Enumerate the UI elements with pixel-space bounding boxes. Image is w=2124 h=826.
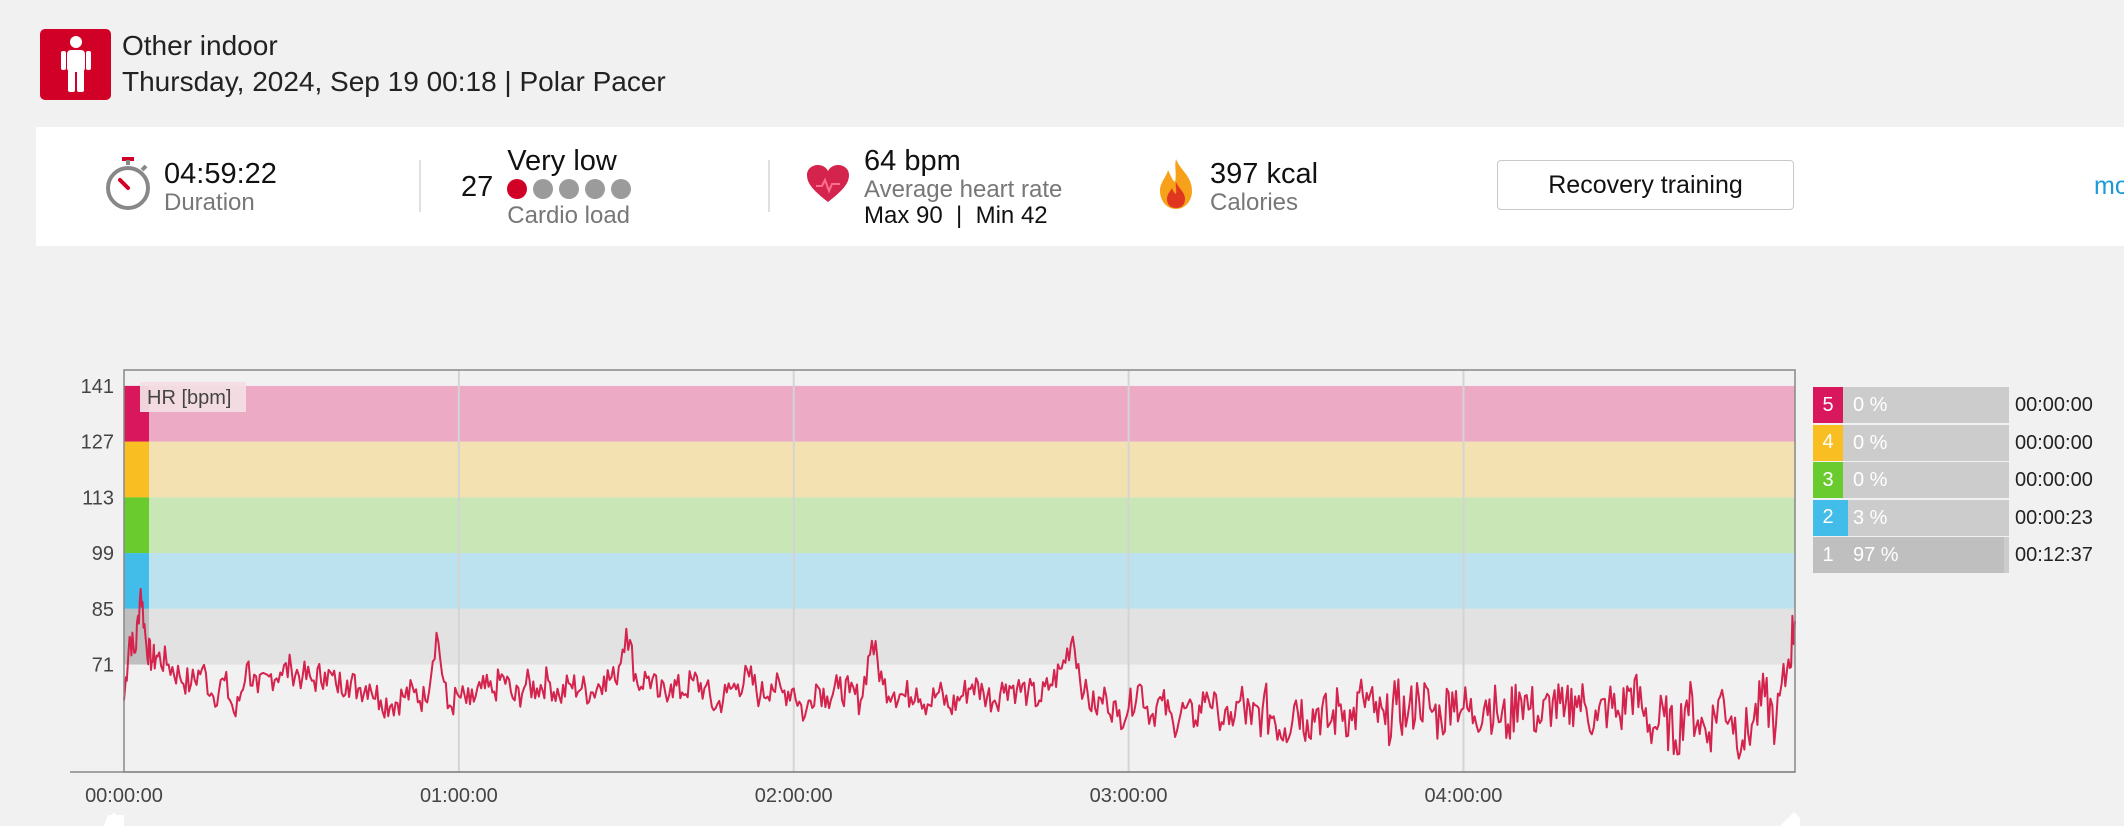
zone-time: 00:00:00 <box>2015 431 2093 454</box>
hr-label-box: HR [bpm] <box>140 382 246 412</box>
zone-time: 00:00:00 <box>2015 469 2093 491</box>
zone-number: 5 <box>1813 387 1843 423</box>
cardio-load-dot-filled <box>507 178 528 199</box>
heart-icon <box>806 164 850 209</box>
activity-date: Thursday, 2024, Sep 19 00:18 | Polar Pac… <box>122 66 666 97</box>
x-tick-label: 00:00:00 <box>85 785 163 807</box>
duration-value: 04:59:22 <box>164 157 277 190</box>
training-benefit-button[interactable]: Recovery training <box>1497 160 1794 210</box>
x-tick-label: 03:00:00 <box>1090 785 1168 807</box>
hr-zone-band-5 <box>124 385 1795 442</box>
zone-percent: 0 % <box>1853 431 1888 454</box>
zone-row-2: 2 3 % 00:00:23 <box>1813 499 2113 536</box>
zone-percent: 3 % <box>1853 506 1888 529</box>
avg-hr-value: 64 bpm <box>864 144 961 177</box>
zone-percent: 0 % <box>1853 469 1888 491</box>
zone-bar: 3 % <box>1843 499 2009 536</box>
calories-stat: 397 kcal Calories <box>1156 127 1318 246</box>
zone-number: 3 <box>1813 462 1843 498</box>
zone-bar-fill <box>1843 499 1848 536</box>
divider <box>419 160 421 212</box>
zone-bar-fill <box>1843 537 2005 573</box>
zone-time: 00:12:37 <box>2015 544 2093 566</box>
y-tick-label: 113 <box>82 487 114 509</box>
hr-zone-marker-3 <box>124 497 149 554</box>
hr-zone-marker-2 <box>124 553 149 609</box>
activity-name: Other indoor <box>122 30 278 61</box>
y-tick-label: 141 <box>81 376 114 398</box>
zone-bar: 0 % <box>1843 424 2009 461</box>
range-handle-left[interactable] <box>104 812 124 826</box>
avg-hr-label: Average heart rate <box>864 175 1063 203</box>
calories-value: 397 kcal <box>1210 157 1319 190</box>
hr-zone-marker-4 <box>124 441 149 498</box>
y-tick-label: 127 <box>81 432 114 454</box>
hr-series-line <box>123 587 1796 760</box>
x-tick-label: 02:00:00 <box>755 785 833 807</box>
cardio-load-stat[interactable]: 27 Very low Cardio load <box>461 127 632 246</box>
y-tick-label: 71 <box>92 655 114 677</box>
x-tick-label: 04:00:00 <box>1425 785 1503 807</box>
zone-row-1: 1 97 % 00:12:37 <box>1813 537 2113 573</box>
zone-number: 1 <box>1813 537 1843 573</box>
summary-strip: 04:59:22 Duration 27 Very low Cardio loa… <box>36 127 2124 246</box>
duration-label: Duration <box>164 188 255 216</box>
person-standing-icon <box>40 28 111 100</box>
zone-bar: 0 % <box>1843 387 2009 423</box>
hr-zone-band-2 <box>124 553 1795 609</box>
y-tick-label: 85 <box>92 599 114 621</box>
zone-percent: 97 % <box>1853 544 1899 566</box>
flame-icon <box>1156 158 1196 215</box>
series-label: HR [bpm] <box>147 387 231 409</box>
zone-percent: 0 % <box>1853 394 1888 416</box>
zone-number: 2 <box>1813 499 1843 536</box>
zone-bar: 0 % <box>1843 462 2009 498</box>
divider <box>768 160 770 212</box>
hr-zone-band-3 <box>124 497 1795 554</box>
hr-zone-band-4 <box>124 441 1795 498</box>
hr-zone-band-1 <box>124 608 1795 665</box>
stopwatch-icon <box>104 157 152 216</box>
zone-row-4: 4 0 % 00:00:00 <box>1813 424 2113 461</box>
cardio-load-value: 27 <box>461 170 494 203</box>
cardio-load-label: Cardio load <box>507 201 631 229</box>
zone-time: 00:00:00 <box>2015 394 2093 416</box>
zone-number: 4 <box>1813 424 1843 461</box>
cardio-load-dot <box>533 178 554 199</box>
zone-row-5: 5 0 % 00:00:00 <box>1813 387 2113 423</box>
zone-bar: 97 % <box>1843 537 2009 573</box>
hr-max-min: Max 90 | Min 42 <box>864 201 1048 229</box>
range-handle-right[interactable] <box>1780 812 1800 826</box>
duration-stat: 04:59:22 Duration <box>104 127 277 246</box>
more-link[interactable]: mo <box>2094 172 2124 200</box>
cardio-load-dots <box>507 178 632 199</box>
cardio-load-dot <box>611 178 632 199</box>
zone-row-3: 3 0 % 00:00:00 <box>1813 462 2113 498</box>
cardio-load-dot <box>559 178 580 199</box>
cardio-load-level: Very low <box>507 144 617 177</box>
zone-time: 00:00:23 <box>2015 506 2093 529</box>
calories-label: Calories <box>1210 188 1299 216</box>
x-tick-label: 01:00:00 <box>420 785 498 807</box>
heart-rate-chart[interactable]: HR [bpm] 141 127 113 99 85 71 00:00:00 01:00:0… <box>0 360 1800 826</box>
cardio-load-dot <box>585 178 606 199</box>
y-tick-label: 99 <box>92 543 114 565</box>
activity-header: Other indoor Thursday, 2024, Sep 19 00:1… <box>40 28 666 100</box>
heart-rate-stat: 64 bpm Average heart rate Max 90 | Min 4… <box>806 127 1062 246</box>
